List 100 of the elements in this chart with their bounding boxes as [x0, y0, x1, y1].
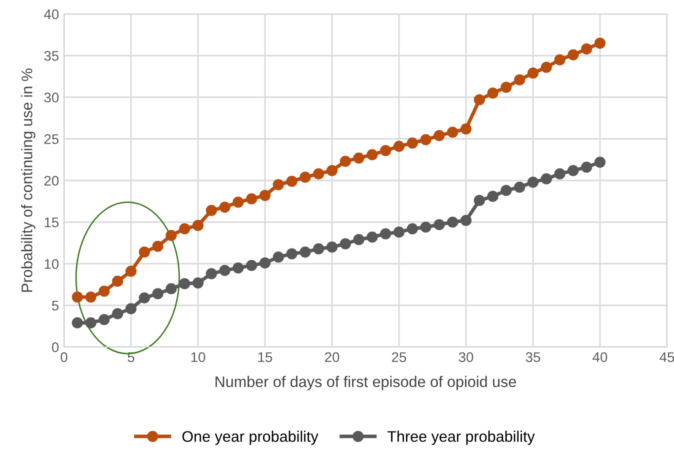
- y-tick-label: 40: [44, 9, 59, 20]
- point: [460, 214, 472, 226]
- x-tick-label: 15: [258, 352, 272, 362]
- point: [340, 238, 351, 250]
- y-tick-label: 20: [44, 176, 59, 186]
- point: [300, 246, 311, 258]
- point: [272, 179, 284, 190]
- point: [434, 219, 445, 230]
- point: [98, 314, 110, 326]
- y-axis-title: Probability of continuing use in %: [21, 68, 36, 292]
- point: [420, 134, 432, 146]
- point: [246, 260, 258, 271]
- x-axis-title: Number of days of first episode of opioid use: [216, 376, 516, 390]
- point: [192, 277, 204, 288]
- x-tick-label: 45: [660, 352, 674, 362]
- y-tick-label: 15: [44, 218, 59, 228]
- point: [460, 123, 472, 134]
- point: [393, 226, 405, 238]
- point: [72, 291, 83, 303]
- point: [286, 176, 298, 187]
- point: [206, 204, 217, 216]
- point: [447, 126, 458, 138]
- y-tick-label: 10: [44, 259, 59, 269]
- point: [232, 196, 244, 208]
- point: [219, 264, 230, 276]
- point: [313, 168, 324, 180]
- point: [206, 268, 217, 280]
- point: [380, 228, 392, 240]
- point: [353, 152, 364, 164]
- point: [72, 317, 83, 328]
- legend-label: Three year probability: [387, 430, 535, 445]
- point: [340, 156, 351, 167]
- point: [594, 156, 606, 168]
- point: [166, 283, 177, 294]
- point: [85, 317, 96, 328]
- point: [540, 62, 552, 73]
- y-tick-label: 25: [44, 134, 59, 144]
- point: [380, 144, 392, 156]
- point: [514, 182, 526, 193]
- point: [487, 88, 498, 99]
- x-tick-label: 25: [392, 352, 406, 362]
- y-tick-label: 5: [52, 300, 59, 311]
- point: [326, 242, 338, 253]
- x-tick-label: 30: [458, 352, 474, 362]
- x-tick-label: 35: [526, 352, 540, 362]
- point: [179, 223, 190, 234]
- point: [125, 266, 137, 277]
- point: [98, 286, 110, 297]
- point: [500, 82, 512, 93]
- point: [366, 232, 378, 243]
- point: [406, 223, 418, 234]
- y-tick-label: 35: [44, 50, 59, 61]
- point: [272, 252, 284, 263]
- point: [192, 220, 204, 232]
- point: [300, 172, 311, 183]
- point: [326, 164, 338, 176]
- point: [406, 137, 418, 149]
- point: [246, 193, 258, 204]
- point: [138, 246, 150, 258]
- point: [420, 222, 432, 233]
- point: [514, 74, 526, 86]
- point: [85, 291, 96, 303]
- point: [500, 184, 512, 196]
- x-tick-label: 20: [324, 352, 340, 362]
- point: [259, 257, 271, 268]
- point: [554, 54, 566, 66]
- point: [313, 243, 324, 254]
- point: [474, 194, 485, 206]
- point: [125, 303, 137, 314]
- y-tick-label: 30: [44, 92, 59, 102]
- x-tick-label: 40: [592, 352, 608, 362]
- point: [594, 38, 606, 49]
- point: [554, 168, 566, 180]
- point: [393, 140, 405, 152]
- point: [581, 43, 592, 55]
- point: [232, 262, 244, 274]
- point: [112, 276, 124, 287]
- point: [286, 248, 298, 260]
- legend-label: One year probability: [182, 430, 318, 445]
- point: [152, 288, 164, 300]
- point: [527, 68, 539, 79]
- point: [112, 308, 124, 320]
- point: [138, 292, 150, 304]
- point: [259, 190, 271, 202]
- x-tick-label: 0: [60, 352, 68, 362]
- point: [474, 94, 485, 106]
- point: [568, 49, 579, 60]
- point: [366, 149, 378, 160]
- point: [581, 162, 592, 173]
- point: [152, 240, 164, 252]
- point: [219, 202, 230, 213]
- point: [434, 130, 445, 142]
- point: [487, 190, 498, 202]
- x-tick-label: 10: [191, 352, 206, 362]
- point: [353, 234, 364, 246]
- point: [527, 176, 539, 188]
- point: [166, 230, 177, 241]
- point: [179, 278, 190, 290]
- point: [540, 173, 552, 184]
- point: [447, 216, 458, 228]
